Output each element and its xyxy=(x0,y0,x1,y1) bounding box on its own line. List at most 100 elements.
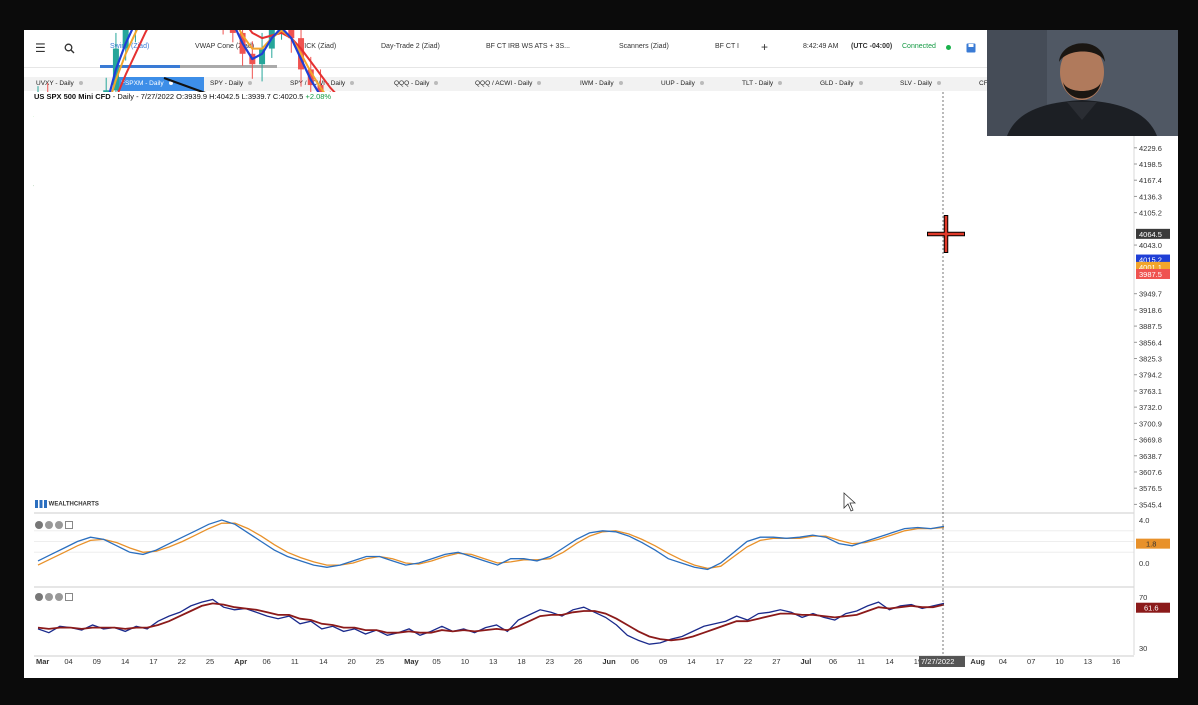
x-tick-label: 11 xyxy=(857,657,865,666)
symbol-tab-uup[interactable]: UUP - Daily xyxy=(661,80,704,87)
x-tick-label: 18 xyxy=(517,657,525,666)
oscillator-pane-controls xyxy=(35,516,73,534)
x-tick-label: Jun xyxy=(602,657,616,666)
clock-time: 8:42:49 AM xyxy=(803,43,839,50)
x-tick-label: Mar xyxy=(36,657,49,666)
x-tick-label: 04 xyxy=(64,657,72,666)
x-tick-label: 25 xyxy=(376,657,384,666)
y-tick-label: 3700.9 xyxy=(1139,419,1162,428)
search-icon[interactable] xyxy=(64,43,75,54)
add-tab-button[interactable]: + xyxy=(761,40,769,54)
symbol-tab-cf[interactable]: CF xyxy=(979,80,988,87)
pane-hide-icon[interactable] xyxy=(45,593,53,601)
top-toolbar: ☰ Swing (Ziad) VWAP Cone (Ziad) TICK (Zi… xyxy=(24,30,1178,68)
candle-body xyxy=(229,30,236,33)
x-tick-label: 04 xyxy=(999,657,1007,666)
y-tick-label: 4136.3 xyxy=(1139,192,1162,201)
price-marker xyxy=(1136,228,1170,239)
x-tick-label: 27 xyxy=(772,657,780,666)
x-tick-label: 06 xyxy=(829,657,837,666)
change-percent: +2.08% xyxy=(305,92,332,101)
x-tick-label: 06 xyxy=(263,657,271,666)
active-tab-indicator xyxy=(100,65,180,68)
y-tick-label: 4043.0 xyxy=(1139,241,1162,250)
connection-status: Connected xyxy=(902,43,936,50)
x-tick-label: 14 xyxy=(319,657,327,666)
x-tick-label: 05 xyxy=(432,657,440,666)
symbol-tab-iwm[interactable]: IWM - Daily xyxy=(580,80,623,87)
rsi-line xyxy=(37,598,945,645)
y-tick-label: 3825.3 xyxy=(1139,355,1162,364)
y-tick-label: 3918.6 xyxy=(1139,306,1162,315)
osc-signal-line xyxy=(37,522,945,570)
price-marker-label: 3987.5 xyxy=(1139,270,1162,279)
logo-bars-icon xyxy=(35,500,47,508)
timeframe-label: - Daily - 7/27/2022 xyxy=(112,92,175,101)
x-tick-label: 07 xyxy=(1027,657,1035,666)
osc-y-tick-label: 4.0 xyxy=(1139,516,1149,525)
pane-close-icon[interactable] xyxy=(55,593,63,601)
symbol-bar: UVXY - Daily FSPXM - Daily SPY - Daily S… xyxy=(24,77,994,91)
chart-window: ☰ Swing (Ziad) VWAP Cone (Ziad) TICK (Zi… xyxy=(24,30,1178,678)
ohlc-values: O:3939.9 H:4042.5 L:3939.7 C:4020.5 xyxy=(176,92,304,101)
pane-add-icon[interactable] xyxy=(65,521,73,529)
y-tick-label: 4105.2 xyxy=(1139,209,1162,218)
chart-canvas[interactable]: 3545.4 3576.5 3607.6 3638.7 3669.8 3700.9 3732… xyxy=(24,30,1178,678)
y-tick-label: 3794.2 xyxy=(1139,371,1162,380)
tab-bf-ct-i[interactable]: BF CT I xyxy=(715,43,739,50)
symbol-tab-qqq-acwi[interactable]: QQQ / ACWI - Daily xyxy=(475,80,542,87)
pane-hide-icon[interactable] xyxy=(45,521,53,529)
tab-day-trade-2[interactable]: Day-Trade 2 (Ziad) xyxy=(381,43,440,50)
x-tick-label: 17 xyxy=(716,657,724,666)
y-tick-label: 3732.0 xyxy=(1139,403,1162,412)
save-icon[interactable] xyxy=(966,43,976,53)
rsi-average-line xyxy=(37,602,945,642)
symbol-tab-fspxm[interactable]: FSPXM - Daily xyxy=(117,77,204,91)
cursor-date-box xyxy=(919,656,965,667)
tab-scanners[interactable]: Scanners (Ziad) xyxy=(619,43,669,50)
tab-bf-ct-irb[interactable]: BF CT IRB WS ATS + 3S... xyxy=(486,43,570,50)
y-tick-label: 4229.6 xyxy=(1139,144,1162,153)
pane-settings-icon[interactable] xyxy=(35,521,43,529)
y-tick-label: 4198.5 xyxy=(1139,160,1162,169)
x-tick-label: 14 xyxy=(687,657,695,666)
x-tick-label: 25 xyxy=(206,657,214,666)
symbol-tab-gld[interactable]: GLD - Daily xyxy=(820,80,863,87)
x-tick-label: 13 xyxy=(1084,657,1092,666)
osc-y-tick-label: 0.0 xyxy=(1139,559,1149,568)
y-tick-label: 3607.6 xyxy=(1139,468,1162,477)
candle-body xyxy=(259,48,266,65)
x-tick-label: Aug xyxy=(970,657,985,666)
pane-add-icon[interactable] xyxy=(65,593,73,601)
symbol-tab-slv[interactable]: SLV - Daily xyxy=(900,80,942,87)
osc-main-line xyxy=(37,519,945,571)
x-tick-label: 10 xyxy=(461,657,469,666)
symbol-tab-spy[interactable]: SPY - Daily xyxy=(210,80,253,87)
price-marker xyxy=(1136,261,1170,272)
y-tick-label: 3856.4 xyxy=(1139,338,1162,347)
webcam-overlay xyxy=(987,30,1178,136)
y-tick-label: 3887.5 xyxy=(1139,322,1162,331)
menu-icon[interactable]: ☰ xyxy=(35,41,46,55)
x-tick-label: Jul xyxy=(801,657,812,666)
pane-close-icon[interactable] xyxy=(55,521,63,529)
symbol-tab-tlt[interactable]: TLT - Daily xyxy=(742,80,783,87)
x-tick-label: 19 xyxy=(914,657,922,666)
symbol-tab-uvxy[interactable]: UVXY - Daily xyxy=(36,80,83,87)
osc-value-marker xyxy=(1136,538,1170,549)
tab-tick[interactable]: TICK (Ziad) xyxy=(300,43,337,50)
symbol-tab-qqq[interactable]: QQQ - Daily xyxy=(394,80,439,87)
timezone-label: (UTC -04:00) xyxy=(851,43,893,50)
rsi-pane-controls xyxy=(35,588,73,606)
pane-settings-icon[interactable] xyxy=(35,593,43,601)
x-tick-label: 23 xyxy=(546,657,554,666)
y-tick-label: 3576.5 xyxy=(1139,484,1162,493)
main-pane-bg xyxy=(34,92,1134,510)
x-tick-label: 22 xyxy=(744,657,752,666)
tab-vwap-cone[interactable]: VWAP Cone (Ziad) xyxy=(195,43,255,50)
candle-body xyxy=(122,30,129,49)
symbol-info-line: US SPX 500 Mini CFD - Daily - 7/27/2022 … xyxy=(34,92,331,101)
tab-strip-underline xyxy=(100,65,277,68)
price-marker-label: 4064.5 xyxy=(1139,230,1162,239)
cursor-date-label: 7/27/2022 xyxy=(921,657,954,666)
